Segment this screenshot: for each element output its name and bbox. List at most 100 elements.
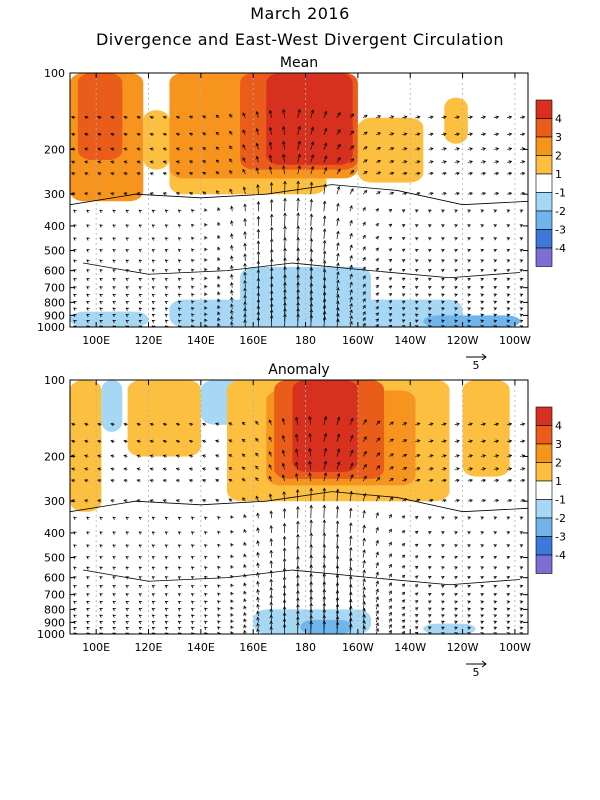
- y-tick-label: 800: [44, 603, 65, 616]
- vector-arrow-head: [125, 278, 130, 282]
- vector-arrow-head: [136, 439, 141, 444]
- vector-arrow-head: [296, 281, 300, 286]
- vector-arrow-head: [269, 267, 274, 271]
- vector-arrow-head: [322, 602, 327, 607]
- vector-arrow-head: [388, 573, 392, 577]
- vector-arrow-head: [282, 557, 287, 562]
- vector-arrow: [362, 114, 368, 119]
- vector-arrow-head: [230, 613, 234, 617]
- vector-arrow: [295, 473, 299, 482]
- vector-arrow-head: [283, 257, 287, 261]
- vector-arrow-head: [177, 585, 182, 589]
- y-tick-label: 300: [44, 495, 65, 508]
- vector-arrow-head: [243, 231, 247, 235]
- vector-arrow: [389, 438, 394, 443]
- vector-arrow-head: [164, 313, 169, 318]
- vector-arrow-head: [228, 422, 233, 426]
- vector-arrow-head: [401, 554, 406, 559]
- vector-arrow-head: [99, 566, 103, 570]
- vector-arrow-head: [506, 516, 511, 520]
- vector-arrow-head: [110, 439, 114, 444]
- vector-arrow-head: [125, 300, 130, 305]
- vector-arrow-head: [454, 293, 458, 297]
- vector-arrow-head: [493, 277, 498, 282]
- vector-arrow-head: [217, 555, 221, 559]
- colorbar-label: 3: [555, 438, 562, 451]
- vector-arrow-head: [443, 478, 447, 483]
- vector-arrow-head: [269, 296, 274, 301]
- vector-arrow: [309, 433, 312, 442]
- vector-arrow-head: [414, 516, 419, 520]
- vector-arrow-head: [456, 478, 460, 483]
- vector-arrow-head: [84, 467, 88, 471]
- vector-arrow-head: [230, 606, 234, 611]
- vector-arrow: [349, 491, 352, 502]
- vector-arrow-head: [188, 439, 193, 444]
- vector-arrow: [441, 172, 447, 175]
- vector-arrow-head: [112, 325, 117, 327]
- vector-arrow-head: [204, 544, 208, 548]
- vector-arrow-head: [164, 626, 169, 631]
- vector-arrow-head: [190, 576, 195, 580]
- vector-arrow: [428, 172, 434, 175]
- vector-arrow: [520, 455, 525, 457]
- vector-arrow: [480, 440, 486, 443]
- vector-arrow-head: [443, 422, 447, 426]
- vector-arrow-head: [480, 293, 485, 297]
- vector-arrow-head: [363, 475, 367, 480]
- vector-arrow: [323, 299, 326, 310]
- vector-arrow-head: [336, 307, 340, 311]
- vector-arrow-head: [493, 325, 498, 327]
- vector-arrow: [323, 305, 326, 316]
- vector-arrow-head: [269, 303, 274, 307]
- vector-arrow-head: [414, 555, 419, 559]
- vector-arrow: [336, 157, 341, 163]
- vector-arrow: [389, 478, 394, 482]
- vector-arrow: [467, 423, 473, 426]
- vector-arrow-head: [375, 539, 379, 544]
- vector-arrow-head: [362, 549, 366, 553]
- vector-arrow: [415, 172, 421, 175]
- vector-arrow-head: [282, 153, 286, 158]
- vector-arrow-head: [349, 507, 353, 512]
- vector-arrow-head: [335, 488, 340, 493]
- vector-arrow-head: [282, 490, 286, 495]
- vector-arrow-head: [71, 115, 75, 120]
- vector-arrow-head: [375, 208, 379, 212]
- vector-arrow-head: [73, 307, 77, 311]
- vector-arrow-head: [362, 625, 366, 630]
- vector-arrow-head: [456, 192, 460, 196]
- vector-arrow-head: [125, 556, 130, 560]
- vector-arrow-head: [269, 283, 274, 287]
- vector-arrow-head: [480, 555, 485, 560]
- vector-arrow-head: [175, 454, 180, 458]
- vector-arrow-head: [454, 531, 458, 535]
- vector-arrow-head: [256, 616, 260, 621]
- vector-arrow-head: [243, 253, 247, 257]
- vector-arrow-head: [282, 508, 287, 512]
- vector-arrow-head: [506, 600, 511, 604]
- vector-arrow-head: [269, 626, 273, 630]
- vector-arrow: [375, 477, 381, 482]
- vector-arrow-head: [375, 512, 379, 516]
- vector-arrow-head: [456, 454, 460, 458]
- vector-arrow-head: [202, 171, 206, 176]
- vector-arrow-head: [508, 439, 513, 443]
- vector-arrow-head: [73, 286, 77, 290]
- vector-arrow: [389, 132, 394, 136]
- vector-arrow-head: [519, 600, 524, 604]
- vector-arrow: [349, 535, 352, 546]
- vector-arrow-head: [454, 313, 458, 317]
- vector-arrow: [480, 116, 486, 119]
- vector-arrow: [349, 612, 352, 623]
- vector-arrow-head: [125, 600, 130, 605]
- vector-arrow-head: [243, 218, 247, 222]
- vector-arrow-head: [256, 311, 261, 315]
- vector-arrow-head: [177, 277, 182, 282]
- vector-arrow-head: [84, 172, 88, 176]
- vector-arrow: [375, 616, 379, 623]
- vector-arrow-head: [295, 416, 299, 421]
- vector-arrow-head: [242, 157, 246, 161]
- colorbar-swatch: [535, 192, 553, 212]
- vector-arrow-head: [375, 622, 379, 626]
